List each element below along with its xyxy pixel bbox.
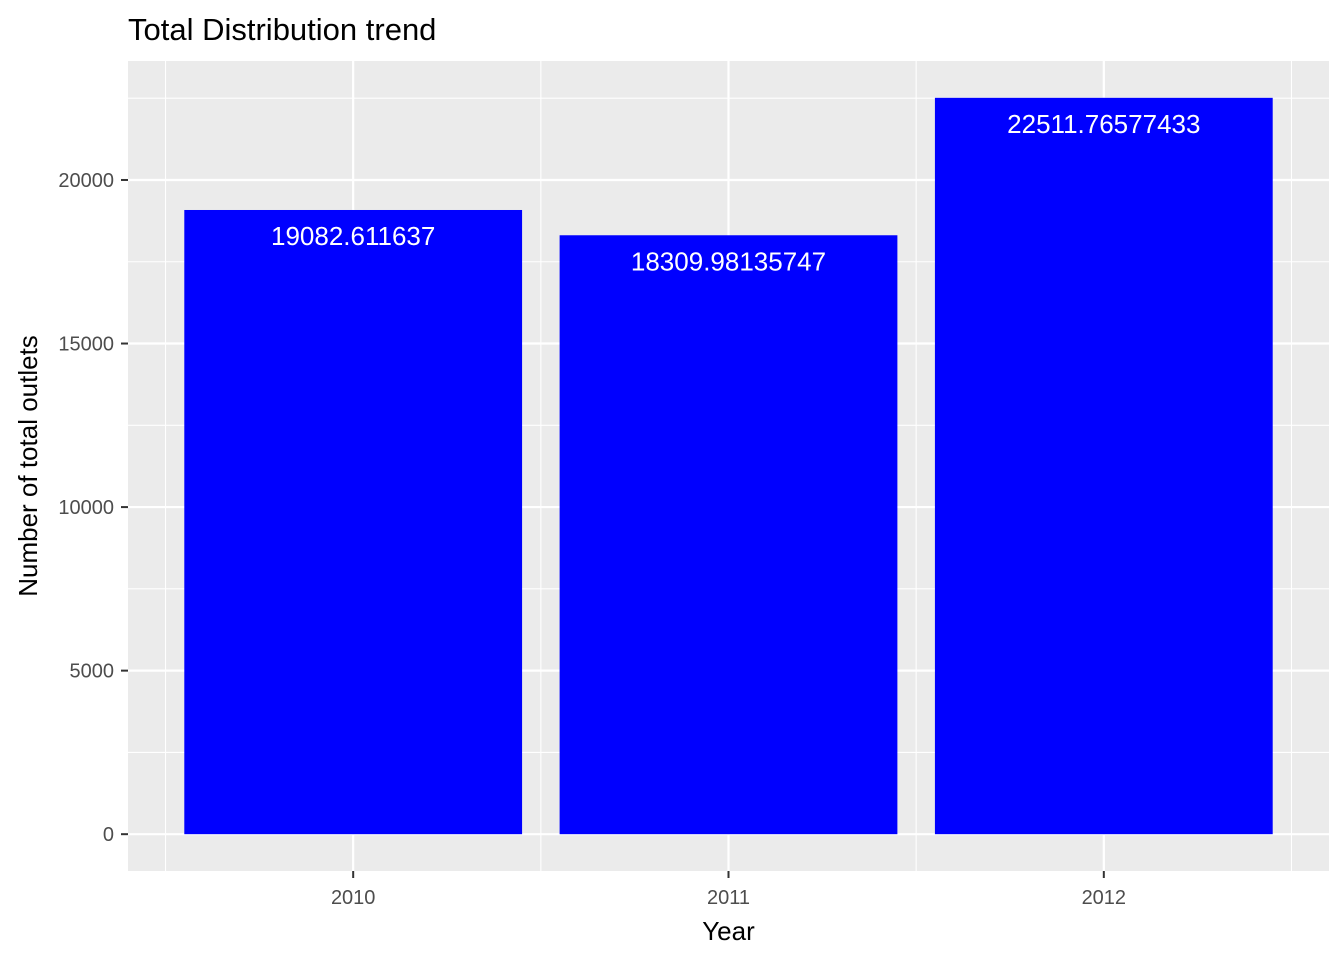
x-tick-label: 2011 [707,887,750,909]
x-axis: 2010 2011 2012 [331,871,1126,909]
y-tick-label: 0 [103,824,114,846]
bar-value-label: 22511.76577433 [1007,109,1200,139]
bar-value-label: 19082.611637 [271,221,435,251]
x-axis-title: Year [702,916,755,946]
chart-title: Total Distribution trend [128,12,436,47]
bar-2010 [184,209,523,835]
bar-2012 [934,97,1273,835]
x-tick-label: 2010 [331,887,376,909]
y-tick-label: 20000 [58,170,114,192]
y-tick-label: 5000 [70,661,115,683]
bar-labels: 19082.611637 18309.98135747 22511.76577433 [271,109,1200,276]
bar-2011 [559,235,898,835]
bar-value-label: 18309.98135747 [631,246,826,276]
y-axis: 0 5000 10000 15000 20000 [58,170,128,846]
y-tick-label: 10000 [58,497,114,519]
x-tick-label: 2012 [1082,887,1127,909]
bars [184,97,1273,835]
y-axis-title: Number of total outlets [13,335,43,597]
y-tick-label: 15000 [58,334,114,356]
